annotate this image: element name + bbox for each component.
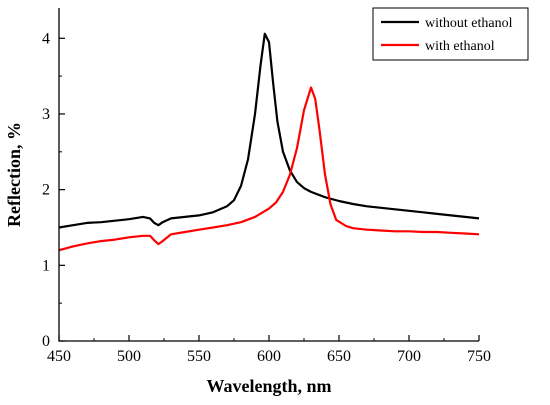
- y-axis-title: Reflection, %: [4, 122, 24, 227]
- series-line-1: [58, 32, 480, 229]
- x-tick-label: 450: [47, 348, 71, 365]
- x-tick-label: 700: [397, 348, 421, 365]
- series-line-2: [58, 86, 480, 252]
- axes: 450 500 550 600 650 700 750 0 1 2 3 4: [42, 8, 491, 365]
- x-tick-label: 750: [467, 348, 491, 365]
- y-tick-label: 3: [42, 106, 50, 123]
- x-tick-label: 650: [327, 348, 351, 365]
- x-tick-label: 550: [187, 348, 211, 365]
- y-tick-label: 2: [42, 182, 50, 199]
- x-axis-title: Wavelength, nm: [206, 376, 331, 396]
- legend-label: with ethanol: [425, 39, 495, 54]
- x-tick-label: 500: [117, 348, 141, 365]
- legend-label: without ethanol: [425, 16, 513, 31]
- y-tick-label: 4: [42, 30, 50, 47]
- x-tick-label: 600: [257, 348, 281, 365]
- y-tick-label: 1: [42, 257, 50, 274]
- legend: without ethanol with ethanol: [372, 7, 529, 61]
- plot-area: [58, 32, 480, 252]
- legend-box: [372, 7, 529, 61]
- y-tick-label: 0: [42, 333, 50, 350]
